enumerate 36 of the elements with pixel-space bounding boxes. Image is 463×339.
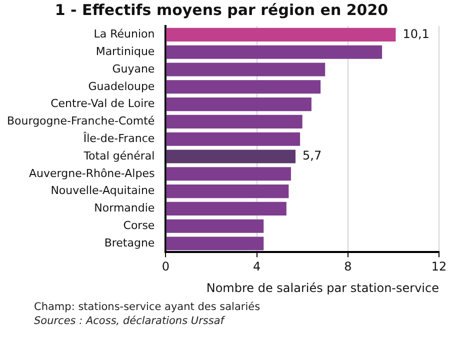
y-tick-label: Nouvelle-Aquitaine	[50, 184, 155, 198]
y-tick-label: Guyane	[112, 62, 155, 76]
y-tick-label: Martinique	[96, 44, 155, 58]
x-tick-label: 0	[162, 260, 170, 274]
y-tick-label: Île-de-France	[82, 130, 155, 145]
bar	[166, 28, 396, 42]
x-tick-label: 4	[252, 260, 261, 274]
y-tick-label: Total général	[82, 149, 155, 162]
bar	[166, 202, 286, 216]
bar	[166, 132, 300, 146]
data-label: 5,7	[302, 148, 322, 163]
chart-title: 1 - Effectifs moyens par région en 2020	[54, 0, 388, 19]
bar	[166, 45, 382, 59]
y-tick-label: Bourgogne-Franche-Comté	[6, 114, 155, 128]
bar	[166, 80, 321, 94]
bar	[166, 150, 296, 164]
bar	[166, 167, 291, 181]
data-label: 10,1	[402, 26, 430, 41]
y-tick-label: Bretagne	[104, 236, 155, 250]
y-tick-label: Guadeloupe	[88, 80, 155, 93]
text: Champ: stations-service ayant des salariés	[34, 300, 260, 314]
y-tick-label: La Réunion	[94, 28, 155, 41]
y-tick-label: Normandie	[94, 202, 155, 215]
x-tick-label: 8	[344, 260, 352, 274]
y-tick-label: Auvergne-Rhône-Alpes	[29, 166, 155, 180]
bar	[166, 62, 326, 76]
bar	[166, 219, 264, 233]
source-note: Sources : Acoss, déclarations Urssaf	[34, 314, 226, 328]
y-tick-label: Corse	[123, 218, 155, 232]
x-axis-title: Nombre de salariés par station-service	[206, 280, 439, 295]
bar	[166, 236, 264, 250]
y-tick-label: Centre-Val de Loire	[50, 97, 155, 110]
bar	[166, 114, 302, 128]
bar	[166, 98, 312, 112]
bar	[166, 184, 289, 198]
x-tick-label: 12	[431, 260, 447, 274]
